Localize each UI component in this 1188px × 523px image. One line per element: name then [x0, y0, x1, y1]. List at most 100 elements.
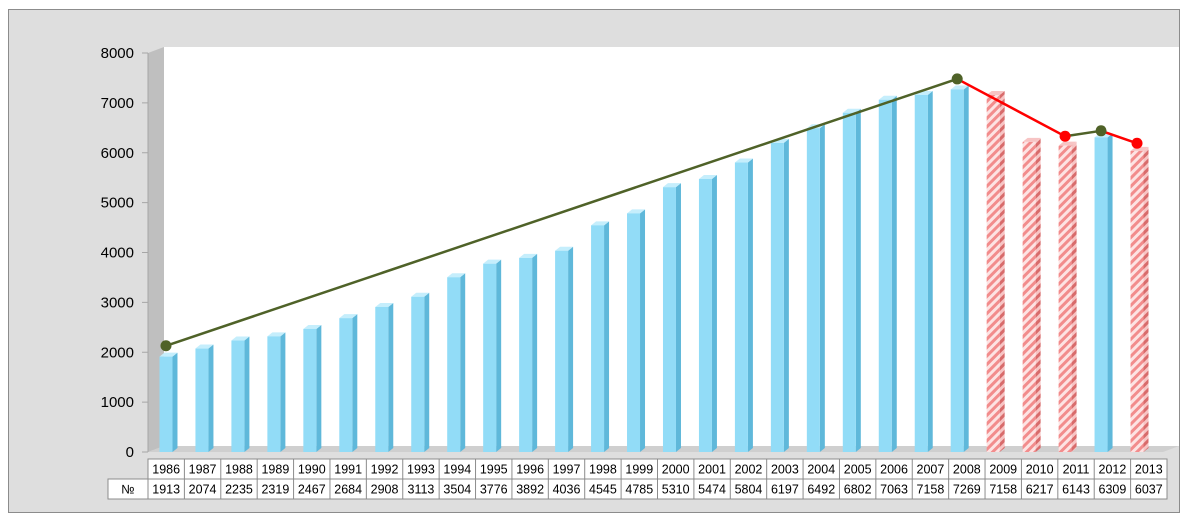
table-value-label: 2908: [371, 483, 399, 497]
bar-side: [172, 352, 178, 452]
table-category-label: 2000: [662, 463, 690, 477]
y-tick-label: 7000: [101, 95, 134, 112]
y-tick-label: 6000: [101, 145, 134, 162]
table-category-label: 1998: [589, 463, 617, 477]
table-series-label: №: [121, 483, 134, 497]
bar-front: [303, 328, 317, 452]
bar: [806, 124, 825, 453]
bar-front: [698, 178, 712, 452]
table-value-label: 7158: [917, 483, 945, 497]
bar-top: [483, 259, 502, 264]
bar: [519, 253, 538, 452]
trend-marker: [1095, 125, 1107, 137]
table-category-label: 1989: [261, 463, 289, 477]
bar-front: [591, 225, 605, 452]
table-value-label: 4545: [589, 483, 617, 497]
bar-side: [675, 183, 681, 452]
table-value-label: 3504: [443, 483, 471, 497]
bar-front: [411, 296, 425, 452]
table-category-label: 2008: [953, 463, 981, 477]
table-value-label: 2319: [261, 483, 289, 497]
bar-front: [555, 250, 569, 452]
bar-side: [927, 90, 933, 452]
table-value-label: 5310: [662, 483, 690, 497]
bar-top: [662, 183, 681, 188]
table-category-label: 1988: [225, 463, 253, 477]
table-category-label: 2005: [844, 463, 872, 477]
bar-front: [519, 257, 533, 452]
bar-top: [159, 352, 178, 357]
bar-front: [914, 94, 928, 452]
bar-top: [267, 332, 286, 337]
bar: [159, 352, 178, 452]
bar-side: [963, 85, 969, 453]
bar-side: [460, 273, 466, 452]
table-value-row: [107, 478, 1168, 500]
bar-side: [855, 108, 861, 453]
table-category-label: 2012: [1099, 463, 1127, 477]
table-category-label: 2001: [698, 463, 726, 477]
bar-front: [1058, 145, 1072, 453]
y-tick-label: 2000: [101, 344, 134, 361]
table-value-label: 4785: [625, 483, 653, 497]
bar-front: [950, 89, 964, 453]
table-value-label: 3892: [516, 483, 544, 497]
y-tick-label: 0: [126, 444, 134, 461]
table-category-label: 1994: [443, 463, 471, 477]
bar: [770, 138, 789, 452]
bar: [195, 344, 214, 452]
table-value-label: 6802: [844, 483, 872, 497]
bar-top: [986, 90, 1005, 95]
table-category-label: 1991: [334, 463, 362, 477]
bar-top: [878, 95, 897, 100]
trend-line: [1064, 129, 1102, 138]
bar-front: [159, 356, 173, 452]
table-category-label: 1992: [371, 463, 399, 477]
bar-top: [950, 85, 969, 90]
bar-side: [208, 344, 214, 452]
bar-front: [734, 162, 748, 452]
y-tick-label: 4000: [101, 245, 134, 262]
bar-side: [316, 324, 322, 452]
bar: [986, 90, 1005, 452]
bar-front: [662, 187, 676, 452]
table-category-label: 2009: [989, 463, 1017, 477]
bar: [411, 292, 430, 452]
table-value-label: 6217: [1026, 483, 1054, 497]
bar-top: [555, 246, 574, 251]
bar-side: [388, 302, 394, 452]
table-category-label: 1993: [407, 463, 435, 477]
trend-marker: [1131, 137, 1143, 149]
y-tick-label: 1000: [101, 394, 134, 411]
bar: [1058, 141, 1077, 453]
bar-front: [770, 142, 784, 452]
table-value-label: 1913: [152, 483, 180, 497]
table-value-label: 5804: [735, 483, 763, 497]
table-category-label: 2003: [771, 463, 799, 477]
y-tick-label: 8000: [101, 45, 134, 62]
table-category-label: 1995: [480, 463, 508, 477]
table-value-label: 6197: [771, 483, 799, 497]
table-value-label: 7063: [880, 483, 908, 497]
table-value-label: 6037: [1135, 483, 1163, 497]
bar: [950, 85, 969, 453]
bar-side: [819, 124, 825, 453]
table-category-label: 2006: [880, 463, 908, 477]
bar-top: [698, 174, 717, 179]
trend-marker: [1059, 130, 1071, 142]
data-table: № 1986 1913 1987 2074 1988 2235 1989 2319 1990 246…: [107, 458, 1168, 500]
bar-side: [244, 336, 250, 452]
table-category-label: 2007: [917, 463, 945, 477]
bar-top: [519, 253, 538, 258]
bar-top: [1058, 141, 1077, 146]
trend-marker: [160, 340, 172, 352]
bar-front: [375, 306, 389, 452]
table-value-label: 7158: [989, 483, 1017, 497]
bar-top: [591, 221, 610, 226]
table-value-label: 3113: [408, 483, 435, 497]
bar-front: [1094, 137, 1108, 452]
y-axis: 0 1000 2000 3000 4000 5000 6000 7000 8000: [101, 45, 149, 461]
bar-front: [1022, 141, 1036, 452]
bar-top: [734, 158, 753, 163]
bar: [483, 259, 502, 452]
